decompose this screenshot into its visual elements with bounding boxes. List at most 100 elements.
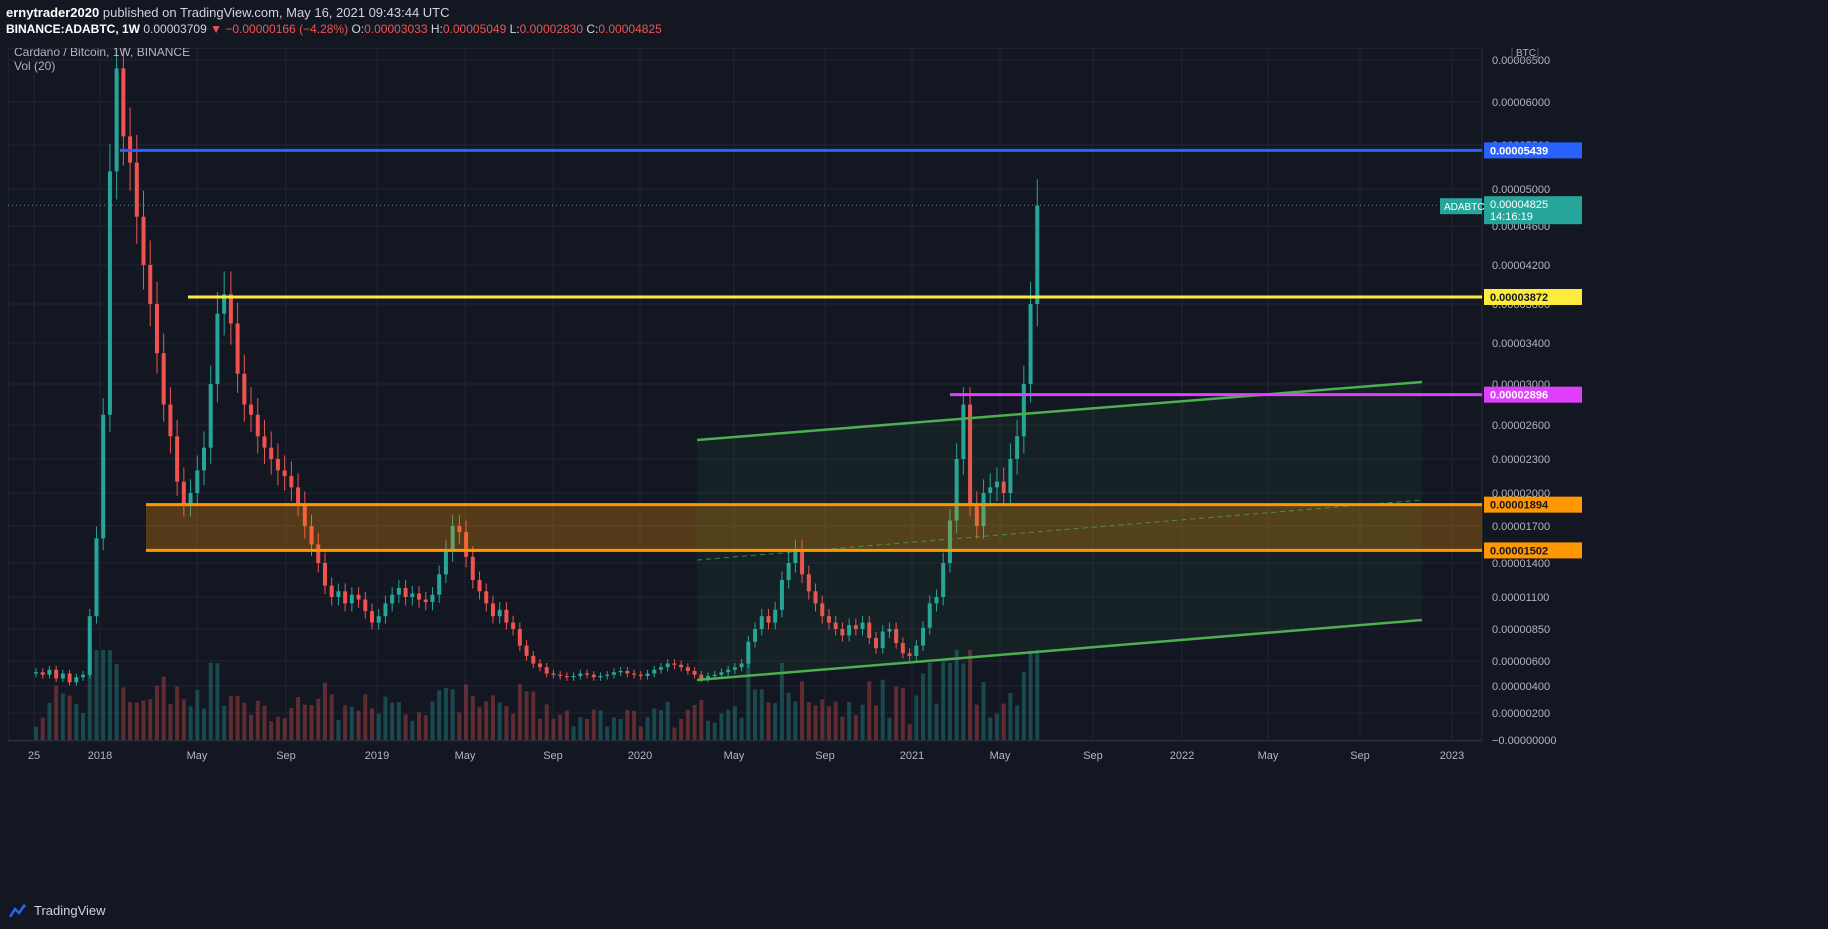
candle — [867, 622, 872, 638]
candle — [571, 676, 576, 678]
volume-bar — [1008, 693, 1013, 740]
price-tick-label: 0.00001700 — [1492, 521, 1550, 533]
candle — [349, 594, 354, 604]
candle — [383, 603, 388, 617]
volume-bar — [887, 717, 892, 740]
level-tag-yellow — [1484, 288, 1582, 305]
candle — [356, 594, 361, 600]
volume-bar — [746, 651, 751, 740]
candle — [1015, 436, 1020, 459]
author-name[interactable]: ernytrader2020 — [6, 5, 100, 20]
candle — [874, 637, 878, 649]
candle — [202, 447, 206, 471]
tradingview-cloud-icon — [8, 903, 26, 918]
volume-bar — [611, 717, 616, 740]
tradingview-logo[interactable]: TradingView — [6, 903, 106, 918]
volume-bar — [94, 650, 99, 740]
candle — [598, 676, 603, 678]
symbol-label: BINANCE:ADABTC, 1W — [6, 22, 140, 36]
volume-bar — [732, 706, 737, 740]
volume-bar — [988, 717, 993, 740]
candle — [168, 404, 173, 437]
volume-bar — [719, 713, 724, 740]
volume-bar — [34, 726, 38, 740]
volume-bar — [370, 708, 374, 740]
volume-bar — [148, 699, 153, 740]
candle — [524, 645, 529, 656]
volume-bar — [60, 693, 65, 740]
candle — [746, 641, 751, 664]
time-tick-label: 2022 — [1170, 750, 1194, 762]
volume-bar — [867, 681, 872, 740]
candle — [968, 404, 973, 504]
volume-bar — [591, 709, 596, 740]
volume-bar — [766, 702, 771, 740]
candle — [504, 609, 509, 623]
candle — [282, 470, 287, 476]
volume-bar — [981, 682, 986, 740]
volume-bar — [692, 705, 697, 740]
time-tick-label: 2021 — [900, 750, 924, 762]
open-label: O: — [351, 22, 365, 36]
footer-bar: TradingView — [0, 895, 1828, 929]
volume-bar — [235, 695, 240, 740]
volume-bar — [383, 696, 388, 740]
candle — [34, 672, 38, 674]
volume-bar — [564, 710, 569, 740]
candle — [81, 674, 86, 678]
candle — [779, 580, 784, 610]
last-price: 0.00003709 — [143, 22, 207, 36]
candle — [148, 265, 153, 304]
volume-bar — [356, 710, 361, 740]
candle — [1008, 459, 1013, 493]
volume-bar — [531, 691, 536, 740]
volume-bar — [269, 721, 274, 740]
volume-bar — [316, 698, 321, 740]
price-chart[interactable]: 0.000065000.000060000.000055000.00005000… — [8, 48, 1820, 893]
volume-bar — [578, 717, 583, 740]
volume-bar — [67, 695, 72, 740]
volume-bar — [605, 726, 610, 740]
candle — [235, 323, 240, 374]
candle — [786, 563, 791, 580]
volume-bar — [457, 712, 462, 740]
candle — [390, 594, 395, 604]
candle — [249, 404, 254, 415]
volume-bar — [255, 700, 260, 740]
volume-bar — [343, 705, 348, 740]
level-tag-text-magenta: 0.00002896 — [1490, 390, 1548, 402]
volume-bar — [524, 691, 529, 740]
volume-bar — [208, 663, 213, 740]
volume-bar — [477, 707, 482, 740]
volume-bar — [517, 684, 522, 740]
volume-bar — [242, 702, 247, 740]
volume-bar — [107, 650, 112, 740]
time-tick-label: Sep — [815, 750, 835, 762]
price-tick-label: 0.00000600 — [1492, 656, 1550, 668]
volume-bar — [134, 702, 139, 740]
candle — [443, 550, 448, 575]
price-tick-label: 0.00006000 — [1492, 97, 1550, 109]
volume-bar — [598, 710, 603, 740]
volume-bar — [47, 702, 52, 740]
candle — [894, 629, 899, 644]
candle — [685, 667, 690, 671]
candle — [329, 585, 334, 597]
candle — [74, 677, 79, 683]
candle — [188, 493, 193, 504]
candle — [887, 629, 892, 632]
time-tick-label: May — [724, 750, 745, 762]
candle — [981, 493, 986, 526]
volume-bar — [188, 706, 193, 740]
volume-bar — [202, 708, 206, 740]
candle — [618, 671, 623, 673]
candle — [907, 653, 912, 656]
volume-bar — [161, 676, 166, 740]
chart-area[interactable]: 0.000065000.000060000.000055000.00005000… — [8, 48, 1820, 893]
volume-bar — [490, 695, 495, 740]
symbol-tag-text: ADABTC — [1444, 202, 1485, 213]
volume-bar — [793, 701, 798, 740]
price-tick-label: 0.00000400 — [1492, 681, 1550, 693]
volume-bar — [302, 704, 307, 740]
volume-bar — [1035, 650, 1040, 740]
